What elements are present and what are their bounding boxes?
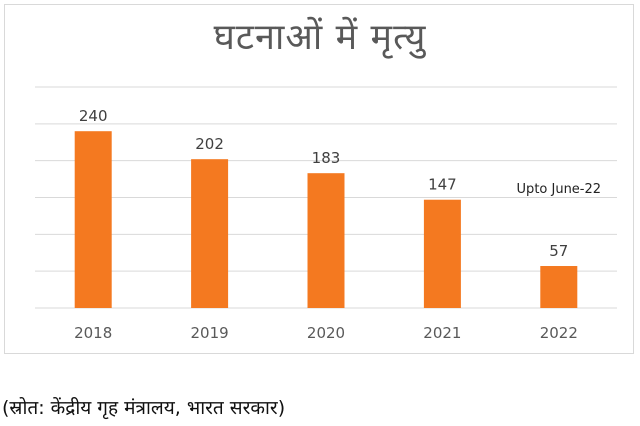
chart-title: घटनाओं में मृत्यु bbox=[213, 17, 427, 58]
data-label: 202 bbox=[195, 135, 224, 153]
data-label: 57 bbox=[549, 242, 568, 260]
annotation-label: Upto June-22 bbox=[517, 182, 602, 197]
x-tick-label: 2019 bbox=[191, 324, 229, 342]
source-note: (स्रोत: केंद्रीय गृह मंत्रालय, भारत सरका… bbox=[2, 397, 286, 419]
bar bbox=[423, 199, 461, 308]
x-tick-label: 2020 bbox=[307, 324, 345, 342]
x-tick-label: 2021 bbox=[423, 324, 461, 342]
bar bbox=[191, 159, 229, 308]
data-label: 183 bbox=[312, 149, 341, 167]
bar bbox=[540, 266, 578, 308]
x-tick-label: 2022 bbox=[540, 324, 578, 342]
bar bbox=[307, 173, 345, 308]
bar bbox=[74, 131, 112, 308]
x-tick-label: 2018 bbox=[74, 324, 112, 342]
chart-frame: घटनाओं में मृत्यु 240 2018 202 2019 183 2020 1… bbox=[4, 4, 634, 354]
bar-chart: 240 2018 202 2019 183 2020 147 2021 57 2022 Upto J… bbox=[35, 86, 617, 342]
data-label: 147 bbox=[428, 176, 457, 194]
data-label: 240 bbox=[79, 107, 108, 125]
